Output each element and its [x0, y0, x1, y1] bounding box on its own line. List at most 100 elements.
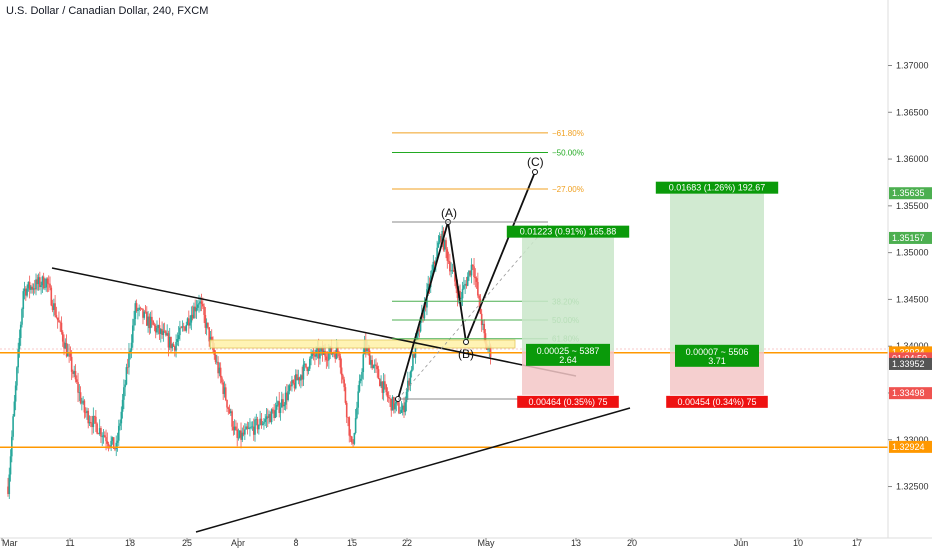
position-right-stop-label: 0.00454 (0.34%) 75	[677, 397, 756, 407]
candle-body	[338, 351, 340, 357]
candle-body	[72, 371, 74, 374]
candle-body	[30, 286, 32, 290]
candle-body	[446, 249, 449, 261]
candle-body	[83, 400, 86, 413]
candle-body	[333, 353, 335, 354]
price-tick-label: 1.37000	[896, 60, 929, 70]
candle-body	[389, 398, 391, 399]
price-label-text: 1.35157	[892, 233, 925, 243]
candle-body	[227, 407, 230, 409]
candle-body	[28, 281, 31, 290]
candle-body	[269, 414, 272, 423]
candle-body	[42, 276, 45, 289]
candle-body	[167, 333, 170, 348]
candle-body	[391, 397, 394, 411]
candle-body	[393, 397, 395, 410]
candle-body	[100, 428, 102, 437]
candle-body	[404, 402, 407, 413]
candle-body	[179, 327, 181, 336]
candle-body	[154, 325, 157, 333]
candle-body	[235, 426, 237, 430]
candle-body	[128, 351, 130, 368]
candle-body	[480, 313, 483, 325]
candle-body	[396, 401, 399, 403]
candle-body	[475, 278, 478, 282]
candle-body	[461, 288, 464, 299]
candle-body	[219, 367, 222, 378]
time-tick-label: 25	[182, 538, 192, 548]
candle-body	[209, 336, 212, 342]
candle-body	[277, 401, 279, 405]
candle-body	[217, 361, 219, 374]
candle-body	[37, 277, 40, 285]
candle-body	[95, 416, 97, 424]
candle-body	[59, 322, 62, 323]
candle-body	[125, 367, 128, 385]
candle-body	[165, 331, 167, 336]
candle-body	[432, 261, 435, 271]
candle-body	[321, 348, 324, 355]
candle-body	[469, 270, 472, 276]
candle-body	[291, 380, 293, 387]
candle-body	[473, 266, 475, 277]
candle-body	[117, 425, 120, 441]
candle-body	[470, 264, 473, 276]
candle-body	[138, 307, 140, 310]
candle-body	[202, 303, 204, 307]
candle-body	[96, 423, 98, 434]
candle-body	[224, 387, 227, 400]
candle-body	[258, 424, 260, 430]
candle-body	[171, 344, 174, 349]
candle-body	[272, 409, 274, 412]
candle-body	[294, 374, 297, 389]
candle-body	[156, 328, 158, 333]
candle-body	[450, 270, 452, 272]
candle-body	[13, 401, 16, 417]
candle-body	[204, 314, 207, 328]
candle-body	[466, 276, 469, 286]
candle-body	[151, 316, 153, 321]
candle-body	[336, 346, 339, 352]
candle-body	[218, 367, 221, 374]
candle-body	[101, 436, 104, 438]
candle-body	[14, 385, 17, 402]
candle-body	[283, 404, 286, 407]
candle-body	[244, 429, 246, 435]
time-tick-label: Jun	[734, 538, 749, 548]
candle-body	[36, 279, 39, 285]
candle-body	[254, 419, 256, 435]
candle-body	[54, 303, 56, 316]
fib-level-label: −61.80%	[552, 129, 584, 138]
position-right-target-badge	[655, 181, 779, 194]
candle-body	[256, 419, 259, 430]
candle-body	[349, 435, 352, 437]
candle-body	[342, 375, 344, 380]
candle-body	[354, 418, 357, 433]
candle-body	[314, 354, 316, 357]
candle-body	[266, 416, 269, 418]
candle-body	[143, 311, 146, 318]
candle-body	[320, 348, 323, 352]
candle-body	[347, 417, 349, 418]
candle-body	[261, 423, 264, 425]
candle-body	[162, 330, 165, 335]
candle-body	[84, 412, 87, 414]
candle-body	[293, 383, 296, 389]
candle-body	[82, 400, 84, 403]
candle-body	[275, 404, 278, 410]
candle-body	[18, 338, 21, 350]
candle-body	[384, 381, 386, 385]
candle-body	[452, 270, 455, 272]
candle-body	[177, 335, 180, 340]
time-tick-label: 17	[852, 538, 862, 548]
candle-body	[31, 286, 33, 290]
candle-body	[447, 260, 450, 262]
candle-body	[22, 291, 25, 309]
candle-body	[387, 397, 390, 399]
candle-body	[233, 426, 236, 431]
candle-body	[137, 309, 139, 312]
candle-body	[268, 414, 270, 418]
candle-body	[246, 426, 249, 429]
price-label-badge	[889, 187, 932, 200]
